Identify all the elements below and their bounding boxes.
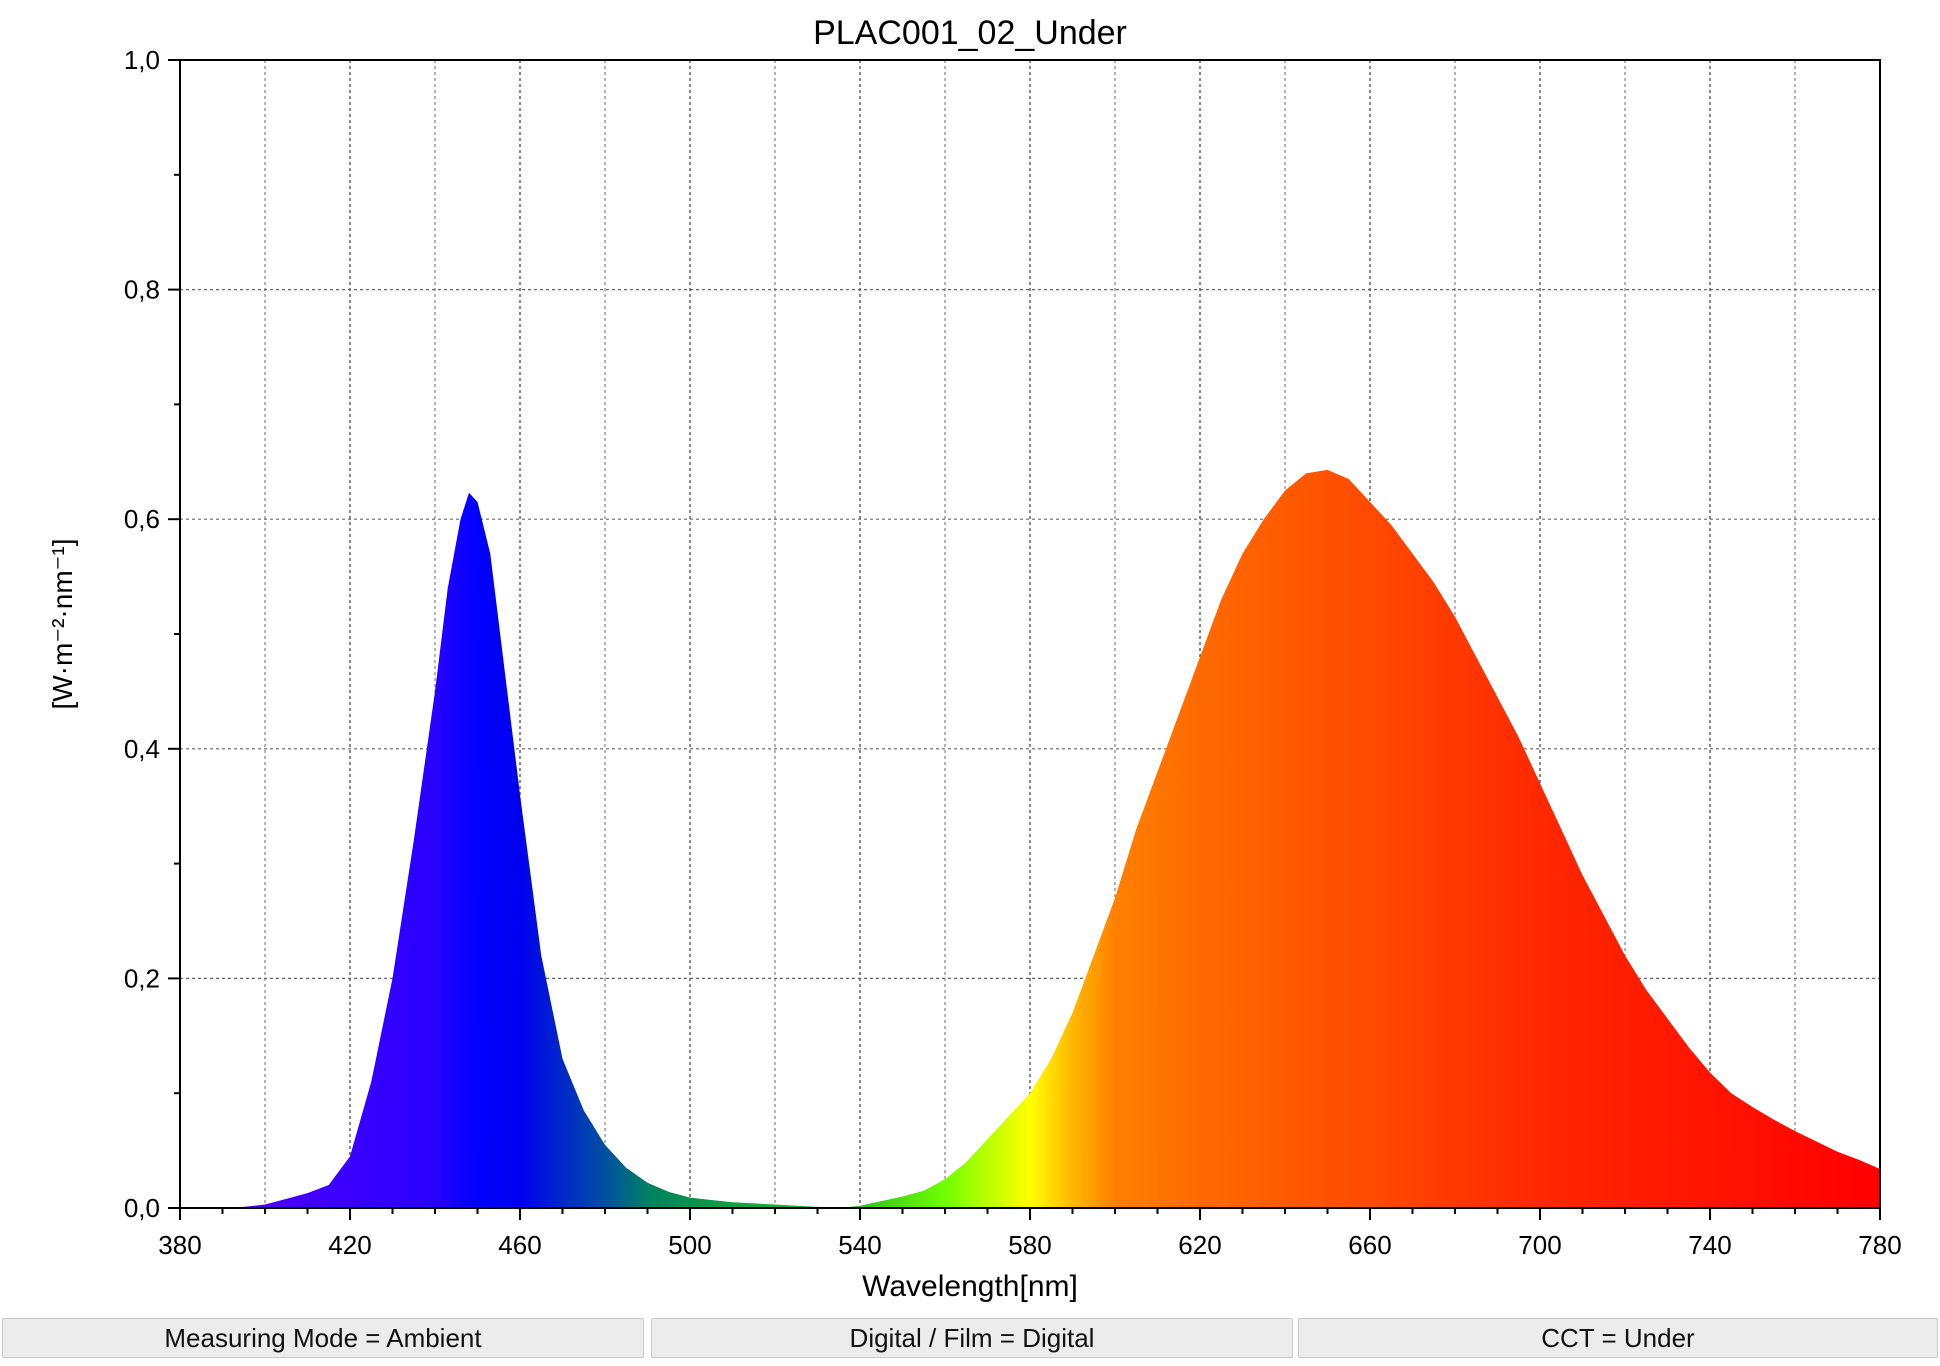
x-tick-label: 740 (1688, 1230, 1731, 1260)
y-axis: 0,0 0,2 0,4 0,6 0,8 1,0 (124, 45, 180, 1223)
spectrum-area (180, 469, 1880, 1209)
chart-title: PLAC001_02_Under (813, 14, 1127, 52)
x-tick-label: 500 (668, 1230, 711, 1260)
y-tick-label: 0,8 (124, 275, 160, 305)
y-tick-label: 0,0 (124, 1193, 160, 1223)
x-axis: 380 420 460 500 540 580 620 660 700 740 780 (158, 1208, 1902, 1260)
x-tick-label: 580 (1008, 1230, 1051, 1260)
x-axis-label: Wavelength[nm] (862, 1270, 1078, 1303)
x-tick-label: 540 (838, 1230, 881, 1260)
x-tick-label: 460 (498, 1230, 541, 1260)
x-tick-label: 620 (1178, 1230, 1221, 1260)
x-tick-label: 660 (1348, 1230, 1391, 1260)
x-tick-label: 420 (328, 1230, 371, 1260)
x-tick-label: 700 (1518, 1230, 1561, 1260)
y-tick-label: 0,2 (124, 963, 160, 993)
y-tick-label: 1,0 (124, 45, 160, 75)
status-bar: Measuring Mode = Ambient Digital / Film … (0, 1318, 1940, 1366)
measuring-mode-field[interactable]: Measuring Mode = Ambient (2, 1318, 644, 1358)
y-tick-label: 0,6 (124, 504, 160, 534)
cct-field[interactable]: CCT = Under (1298, 1318, 1938, 1358)
y-tick-label: 0,4 (124, 734, 160, 764)
digital-film-field[interactable]: Digital / Film = Digital (651, 1318, 1293, 1358)
y-axis-label: [W·m⁻²·nm⁻¹] (47, 538, 78, 709)
spectrum-chart: PLAC001_02_Under 380 420 460 500 540 580 620 66… (47, 14, 1902, 1303)
x-tick-label: 780 (1858, 1230, 1901, 1260)
x-tick-label: 380 (158, 1230, 201, 1260)
